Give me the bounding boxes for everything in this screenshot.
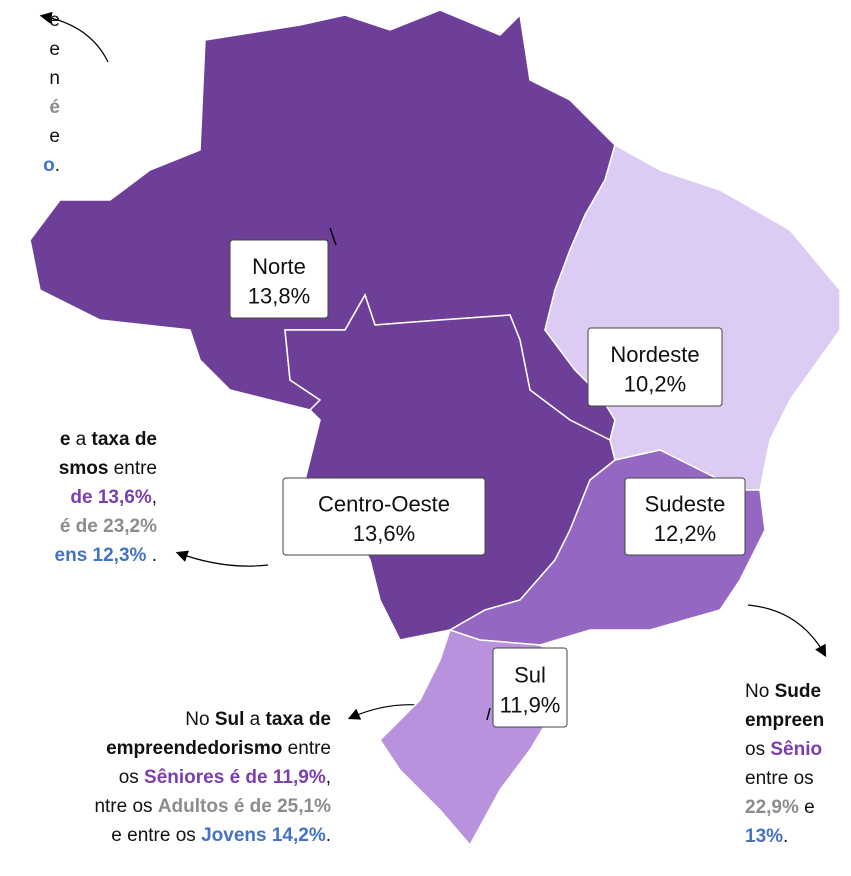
annotation-line: e a taxa de bbox=[55, 425, 157, 454]
text-run: No bbox=[745, 681, 775, 702]
text-run: entre bbox=[282, 738, 331, 759]
annotation-line: e bbox=[43, 122, 60, 151]
annotation: No Sude empreen os Sênio entre os 22,9% e 1… bbox=[745, 677, 824, 851]
region-label-box bbox=[282, 477, 486, 556]
annotation-line: e bbox=[43, 35, 60, 64]
arrow bbox=[747, 604, 827, 658]
leader-line bbox=[486, 707, 491, 721]
annotation-line: é de 23,2% bbox=[55, 512, 157, 541]
region-name: Sudeste bbox=[645, 492, 726, 517]
region-value: 13,6% bbox=[353, 521, 415, 546]
region-name: Norte bbox=[252, 254, 306, 279]
text-run: . bbox=[146, 545, 157, 566]
text-run: a bbox=[244, 709, 266, 730]
text-run: Sêniores é de 11,9% bbox=[144, 767, 326, 788]
annotation-line: ntre os Adultos é de 25,1% bbox=[94, 792, 331, 821]
text-run: Jovens 14,2% bbox=[201, 825, 326, 846]
region-name: Nordeste bbox=[610, 342, 699, 367]
annotation-line: e bbox=[43, 6, 60, 35]
annotation-line: 22,9% e bbox=[745, 793, 824, 822]
text-run: ens 12,3% bbox=[54, 545, 147, 566]
annotation-line: No Sude bbox=[745, 677, 824, 706]
annotation-line: empreendedorismo entre bbox=[94, 734, 331, 763]
text-run: o bbox=[43, 155, 55, 176]
text-run: , bbox=[151, 487, 157, 508]
text-run: e bbox=[49, 39, 60, 60]
text-run: a bbox=[70, 429, 92, 450]
annotation-line: smos entre bbox=[55, 454, 157, 483]
text-run: os bbox=[745, 739, 771, 760]
text-run: ntre os bbox=[94, 796, 158, 817]
text-run: n bbox=[49, 68, 60, 89]
text-run: Sul bbox=[214, 709, 245, 730]
text-run: e bbox=[798, 797, 820, 818]
annotation: e a taxa de smos entre de 13,6%, é de 23,2… bbox=[55, 425, 157, 570]
arrow bbox=[39, 11, 109, 63]
text-run: , bbox=[325, 767, 331, 788]
text-run: e bbox=[49, 10, 60, 31]
annotation-line: entre os bbox=[745, 764, 824, 793]
text-run: e entre os bbox=[111, 825, 202, 846]
text-run: é bbox=[49, 97, 60, 118]
text-run: Adultos é de 25,1% bbox=[157, 796, 331, 817]
text-run: Sênio bbox=[770, 739, 823, 760]
annotation-line: é bbox=[43, 93, 60, 122]
region-label-box bbox=[492, 647, 568, 728]
annotation: No Sul a taxa de empreendedorismo entre os… bbox=[94, 705, 331, 850]
annotation-line: n bbox=[43, 64, 60, 93]
text-run: entre bbox=[108, 458, 157, 479]
text-run: empreen bbox=[745, 710, 825, 731]
text-run: Sude bbox=[774, 681, 822, 702]
annotation-line: ens 12,3% . bbox=[55, 541, 157, 570]
region-value: 11,9% bbox=[500, 692, 561, 717]
region-label-box bbox=[587, 327, 723, 407]
region-name: Centro-Oeste bbox=[318, 492, 450, 517]
text-run: . bbox=[325, 825, 331, 846]
annotation-line: o. bbox=[43, 151, 60, 180]
text-run: smos bbox=[58, 458, 109, 479]
text-run: empreendedorismo bbox=[106, 738, 283, 759]
text-run: de 13,6% bbox=[65, 487, 152, 508]
text-run: . bbox=[783, 826, 789, 847]
annotation-line: de 13,6%, bbox=[55, 483, 157, 512]
arrow bbox=[175, 550, 269, 567]
region-value: 12,2% bbox=[654, 521, 716, 546]
region-label-box bbox=[624, 477, 746, 556]
annotation: e e n é e o. bbox=[43, 6, 60, 180]
annotation-line: os Sênio bbox=[745, 735, 824, 764]
text-run: os bbox=[118, 767, 145, 788]
annotation-line: e entre os Jovens 14,2%. bbox=[94, 821, 331, 850]
text-run: e bbox=[49, 126, 60, 147]
region-value: 10,2% bbox=[624, 372, 686, 397]
region-label-box bbox=[229, 239, 329, 319]
annotation-line: empreen bbox=[745, 706, 824, 735]
annotation-line: os Sêniores é de 11,9%, bbox=[94, 763, 331, 792]
text-run: taxa de bbox=[265, 709, 331, 730]
text-run: é de 23,2% bbox=[59, 516, 157, 537]
text-run: entre os bbox=[745, 768, 819, 789]
text-run: No bbox=[185, 709, 215, 730]
text-run: e bbox=[59, 429, 71, 450]
text-run: 13% bbox=[745, 826, 784, 847]
text-run: 22,9% bbox=[745, 797, 799, 818]
region-name: Sul bbox=[514, 662, 546, 687]
annotation-line: 13%. bbox=[745, 822, 824, 851]
leader-line bbox=[329, 227, 337, 246]
text-run: . bbox=[54, 155, 60, 176]
annotation-line: No Sul a taxa de bbox=[94, 705, 331, 734]
text-run: taxa de bbox=[91, 429, 157, 450]
region-value: 13,8% bbox=[248, 284, 310, 309]
